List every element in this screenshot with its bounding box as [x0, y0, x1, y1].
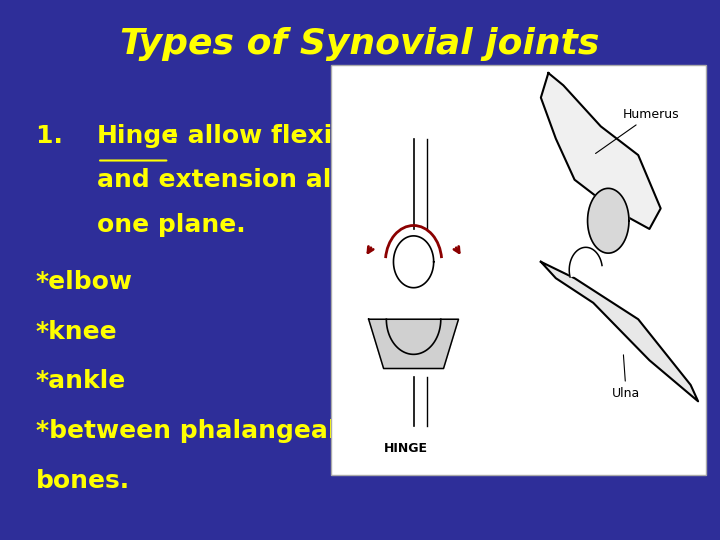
FancyBboxPatch shape	[331, 65, 706, 475]
Text: *elbow: *elbow	[36, 270, 133, 294]
Text: Humerus: Humerus	[595, 107, 680, 153]
Text: *knee: *knee	[36, 320, 117, 343]
Text: 1.: 1.	[36, 124, 81, 148]
Polygon shape	[541, 262, 698, 401]
Text: HINGE: HINGE	[384, 442, 428, 455]
Polygon shape	[387, 319, 441, 354]
Text: Types of Synovial joints: Types of Synovial joints	[120, 27, 600, 61]
Polygon shape	[570, 247, 602, 277]
Text: : allow flexion: : allow flexion	[169, 124, 368, 148]
Text: *ankle: *ankle	[36, 369, 126, 393]
Polygon shape	[588, 188, 629, 253]
Text: and extension along: and extension along	[97, 168, 384, 192]
Text: bones.: bones.	[36, 469, 130, 492]
Text: *between phalangeal: *between phalangeal	[36, 419, 336, 443]
Text: Hinge: Hinge	[97, 124, 179, 148]
Text: one plane.: one plane.	[97, 213, 246, 237]
Polygon shape	[393, 236, 433, 288]
Text: Ulna: Ulna	[612, 355, 640, 400]
Polygon shape	[369, 319, 459, 368]
Polygon shape	[541, 73, 661, 229]
